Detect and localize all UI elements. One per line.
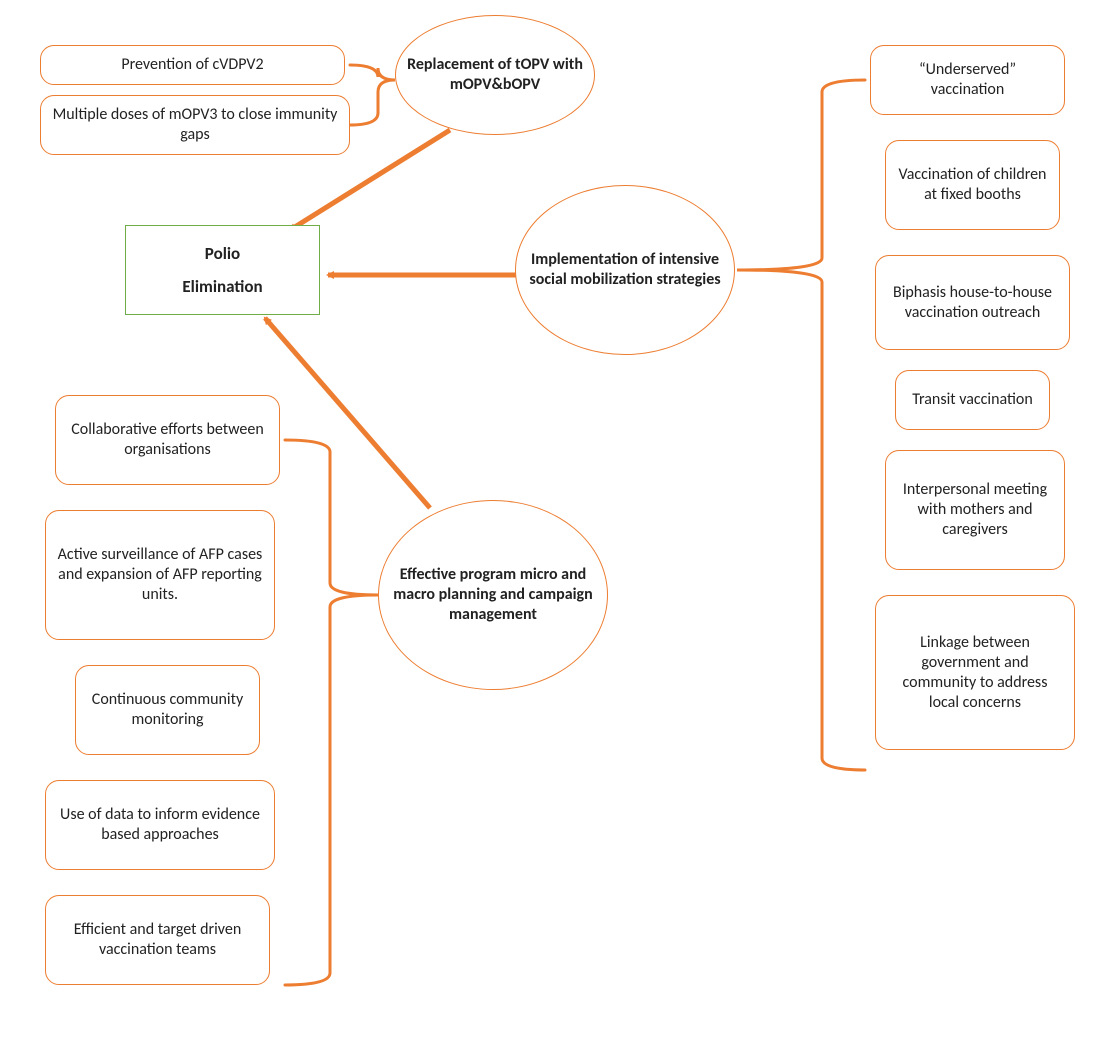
bl-3: Continuous community monitoring bbox=[75, 665, 260, 755]
bl-4: Use of data to inform evidence based app… bbox=[45, 780, 275, 870]
r-3-label: Biphasis house-to-house vaccination outr… bbox=[886, 283, 1059, 323]
bl-5-label: Efficient and target driven vaccination … bbox=[56, 920, 259, 960]
r-2: Vaccination of children at fixed booths bbox=[885, 140, 1060, 230]
bl-4-label: Use of data to inform evidence based app… bbox=[56, 805, 264, 845]
bracket-right bbox=[737, 80, 865, 770]
r-1-label: “Underserved” vaccination bbox=[881, 60, 1054, 100]
r-5: Interpersonal meeting with mothers and c… bbox=[885, 450, 1065, 570]
r-4-label: Transit vaccination bbox=[912, 390, 1033, 410]
r-5-label: Interpersonal meeting with mothers and c… bbox=[896, 480, 1054, 540]
bl-1: Collaborative efforts between organisati… bbox=[55, 395, 280, 485]
bl-1-label: Collaborative efforts between organisati… bbox=[66, 420, 269, 460]
r-6-label: Linkage between government and community… bbox=[886, 633, 1064, 713]
hub-replacement-label: Replacement of tOPV with mOPV&bOPV bbox=[406, 55, 584, 95]
bl-5: Efficient and target driven vaccination … bbox=[45, 895, 270, 985]
tl-2: Multiple doses of mOPV3 to close immunit… bbox=[40, 95, 350, 155]
r-3: Biphasis house-to-house vaccination outr… bbox=[875, 255, 1070, 350]
central-label-line1: Polio bbox=[182, 243, 262, 264]
hub-planning: Effective program micro and macro planni… bbox=[378, 500, 608, 690]
arrow-hub-planning bbox=[265, 318, 430, 508]
bl-2-label: Active surveillance of AFP cases and exp… bbox=[56, 545, 264, 605]
hub-social: Implementation of intensive social mobil… bbox=[515, 185, 735, 355]
bracket-bottom-left bbox=[285, 440, 378, 985]
central-label-line2: Elimination bbox=[182, 276, 262, 297]
r-6: Linkage between government and community… bbox=[875, 595, 1075, 750]
bracket-top-left bbox=[350, 65, 395, 125]
r-4: Transit vaccination bbox=[895, 370, 1050, 430]
tl-1-label: Prevention of cVDPV2 bbox=[121, 55, 263, 75]
bl-3-label: Continuous community monitoring bbox=[86, 690, 249, 730]
hub-planning-label: Effective program micro and macro planni… bbox=[389, 565, 597, 625]
diagram-canvas: Polio Elimination Replacement of tOPV with… bbox=[0, 0, 1110, 1041]
hub-social-label: Implementation of intensive social mobil… bbox=[526, 250, 724, 290]
r-1: “Underserved” vaccination bbox=[870, 45, 1065, 115]
r-2-label: Vaccination of children at fixed booths bbox=[896, 165, 1049, 205]
tl-1: Prevention of cVDPV2 bbox=[40, 45, 345, 85]
hub-replacement: Replacement of tOPV with mOPV&bOPV bbox=[395, 15, 595, 135]
tl-2-label: Multiple doses of mOPV3 to close immunit… bbox=[51, 105, 339, 145]
central-polio-elimination: Polio Elimination bbox=[125, 225, 320, 315]
bl-2: Active surveillance of AFP cases and exp… bbox=[45, 510, 275, 640]
